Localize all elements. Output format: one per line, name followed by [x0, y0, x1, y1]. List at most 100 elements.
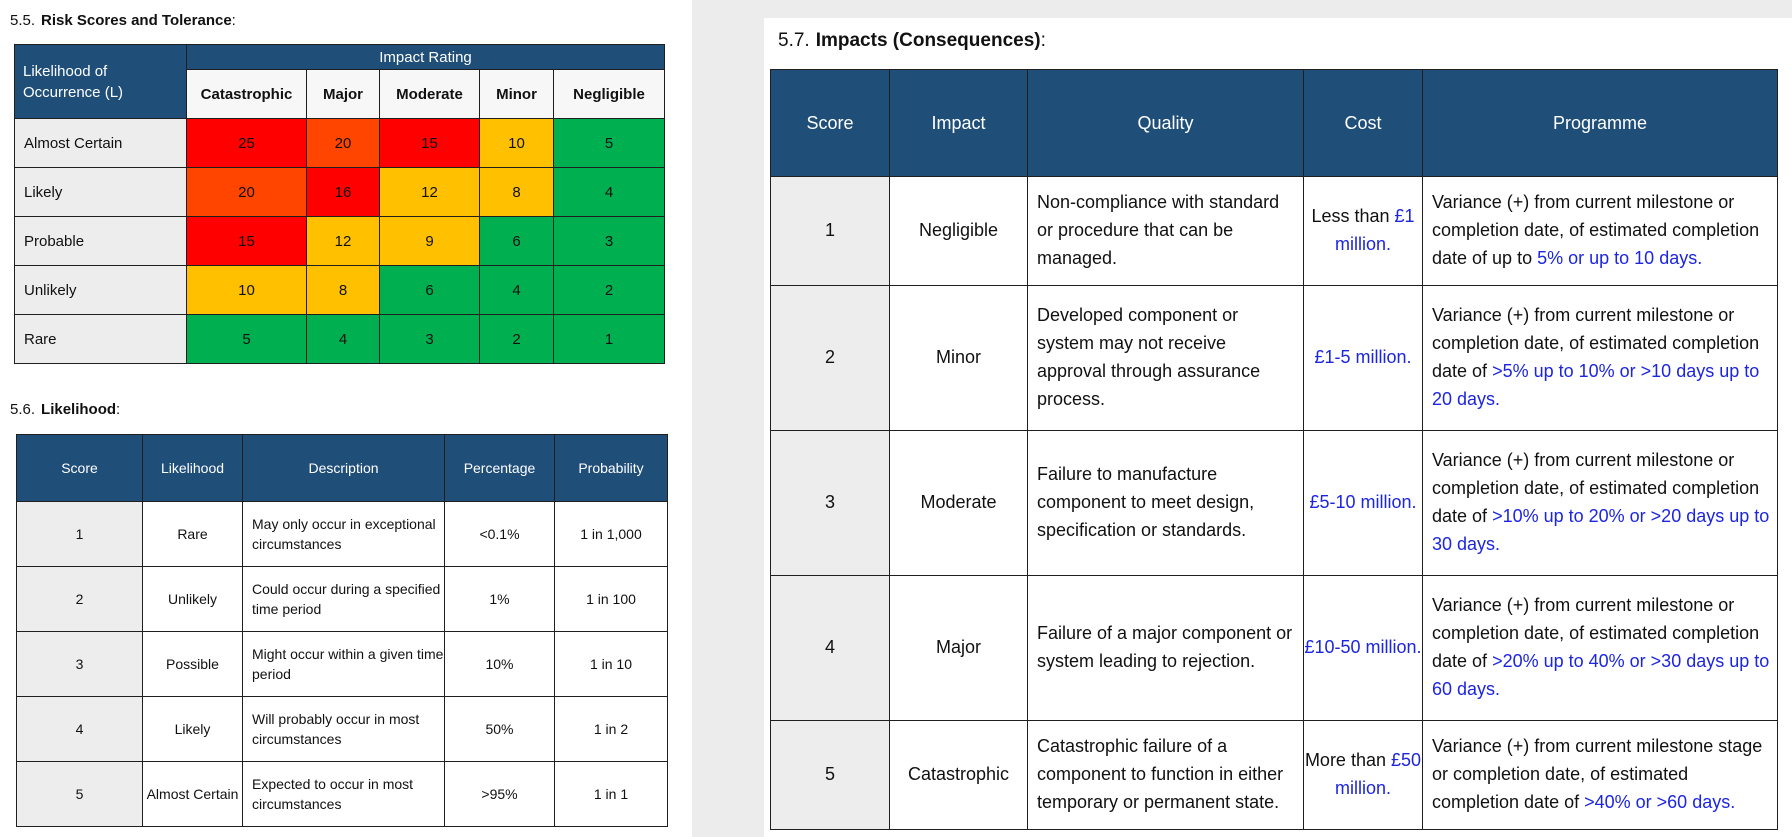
table-row: 3 Possible Might occur within a given time…	[16, 631, 668, 697]
cost-value: £50 million.	[1334, 750, 1422, 798]
programme-highlight: >20% up to 40% or >30 days up to 60 days…	[1432, 650, 1770, 699]
column-header-description: Description	[242, 434, 445, 502]
likelihood-corner-header: Likelihood of Occurrence (L)	[14, 44, 187, 119]
section-colon: :	[116, 401, 121, 418]
percentage-cell: <0.1%	[444, 501, 555, 567]
probability-cell: 1 in 100	[554, 566, 668, 632]
column-header-probability: Probability	[554, 434, 668, 502]
likelihood-cell: Possible	[142, 631, 243, 697]
probability-cell: 1 in 1	[554, 761, 668, 827]
likelihood-row-label: Rare	[14, 314, 187, 364]
section-title: Impacts (Consequences)	[815, 30, 1041, 51]
risk-row: Probable 15 12 9 6 3	[14, 216, 666, 266]
section-title: Likelihood	[41, 401, 117, 418]
risk-header-row: Likelihood of Occurrence (L) Impact Rati…	[14, 44, 666, 119]
impacts-table-body: 1 Negligible Non-compliance with standard …	[770, 175, 1778, 831]
table-row: 4 Likely Will probably occur in most circu…	[16, 696, 668, 762]
quality-cell: Failure to manufacture component to meet…	[1027, 430, 1304, 576]
risk-score-cell: 8	[479, 167, 554, 217]
description-cell: Expected to occur in most circumstances	[242, 761, 445, 827]
percentage-cell: 10%	[444, 631, 555, 697]
risk-score-cell: 20	[186, 167, 307, 217]
cost-value: £1 million.	[1334, 206, 1415, 255]
risk-score-cell: 10	[479, 118, 554, 168]
cost-prefix: Less than	[1311, 206, 1390, 227]
likelihood-header-row: Score Likelihood Description Percentage …	[16, 434, 668, 502]
quality-cell: Failure of a major component or system l…	[1027, 574, 1304, 721]
description-cell: May only occur in exceptional circumstan…	[242, 501, 445, 567]
table-row: 3 Moderate Failure to manufacture componen…	[770, 430, 1778, 576]
column-header-score: Score	[770, 69, 890, 177]
cost-cell: Less than £1 million.	[1303, 175, 1423, 287]
programme-highlight: >40% or >60 days.	[1584, 791, 1736, 812]
cost-prefix: More than	[1304, 750, 1386, 771]
description-cell: Might occur within a given time period	[242, 631, 445, 697]
risk-score-cell: 20	[306, 118, 380, 168]
cost-cell: £10-50 million.	[1303, 574, 1423, 721]
likelihood-cell: Unlikely	[142, 566, 243, 632]
risk-score-cell: 4	[479, 265, 554, 315]
programme-highlight: >5% up to 10% or >10 days up to 20 days.	[1432, 361, 1760, 409]
probability-cell: 1 in 10	[554, 631, 668, 697]
programme-text: Variance (+) from current milestone stag…	[1432, 736, 1763, 812]
score-cell: 5	[16, 761, 143, 827]
impacts-header-row: Score Impact Quality Cost Programme	[770, 69, 1778, 177]
score-cell: 3	[16, 631, 143, 697]
programme-highlight: 5% or up to 10 days.	[1537, 247, 1703, 268]
likelihood-cell: Rare	[142, 501, 243, 567]
risk-score-cell: 12	[306, 216, 380, 266]
risk-score-cell: 1	[552, 314, 666, 364]
likelihood-row-label: Unlikely	[14, 265, 187, 315]
left-document-panel: 5.5. Risk Scores and Tolerance: Likelihoo…	[0, 0, 692, 837]
risk-row: Rare 5 4 3 2 1	[14, 314, 666, 364]
likelihood-table-body: 1 Rare May only occur in exceptional circu…	[16, 501, 668, 827]
programme-text: Variance (+) from current milestone or c…	[1432, 595, 1760, 671]
programme-highlight: >10% up to 20% or >20 days up to 30 days…	[1432, 505, 1770, 554]
risk-score-cell: 25	[186, 118, 307, 168]
column-header-percentage: Percentage	[444, 434, 555, 502]
description-cell: Will probably occur in most circumstance…	[242, 696, 445, 762]
risk-score-cell: 4	[306, 314, 380, 364]
likelihood-cell: Almost Certain	[142, 761, 243, 827]
table-row: 4 Major Failure of a major component or sy…	[770, 574, 1778, 721]
impact-cell: Catastrophic	[889, 719, 1028, 831]
programme-cell: Variance (+) from current milestone or c…	[1422, 430, 1778, 576]
column-header-likelihood: Likelihood	[142, 434, 243, 502]
cost-cell: £5-10 million.	[1303, 430, 1423, 576]
section-heading-likelihood: 5.6. Likelihood:	[10, 401, 120, 418]
risk-matrix-table: Likelihood of Occurrence (L) Impact Rati…	[14, 44, 666, 364]
risk-score-cell: 5	[186, 314, 307, 364]
table-row: 2 Minor Developed component or system may …	[770, 285, 1778, 431]
section-heading-impacts: 5.7. Impacts (Consequences):	[778, 30, 1046, 52]
risk-score-cell: 6	[379, 265, 480, 315]
probability-cell: 1 in 2	[554, 696, 668, 762]
programme-cell: Variance (+) from current milestone or c…	[1422, 175, 1778, 287]
programme-cell: Variance (+) from current milestone or c…	[1422, 574, 1778, 721]
score-cell: 2	[16, 566, 143, 632]
risk-score-cell: 8	[306, 265, 380, 315]
cost-value: £10-50 million.	[1304, 636, 1422, 657]
table-row: 5 Catastrophic Catastrophic failure of a c…	[770, 719, 1778, 831]
cost-value: £5-10 million.	[1309, 492, 1417, 513]
risk-row: Unlikely 10 8 6 4 2	[14, 265, 666, 315]
risk-score-cell: 9	[379, 216, 480, 266]
score-cell: 4	[16, 696, 143, 762]
programme-cell: Variance (+) from current milestone or c…	[1422, 285, 1778, 431]
risk-score-cell: 15	[379, 118, 480, 168]
column-header-score: Score	[16, 434, 143, 502]
impact-columns-row: Catastrophic Major Moderate Minor Neglig…	[15, 69, 666, 119]
programme-text: Variance (+) from current milestone or c…	[1432, 305, 1760, 382]
likelihood-row-label: Probable	[14, 216, 187, 266]
quality-cell: Catastrophic failure of a component to f…	[1027, 719, 1304, 831]
risk-score-cell: 5	[552, 118, 666, 168]
risk-score-cell: 16	[306, 167, 380, 217]
quality-cell: Non-compliance with standard or procedur…	[1027, 175, 1304, 287]
score-cell: 1	[16, 501, 143, 567]
section-number: 5.6.	[10, 401, 36, 418]
impact-cell: Negligible	[889, 175, 1028, 287]
programme-text: Variance (+) from current milestone or c…	[1432, 450, 1760, 526]
impact-cell: Major	[889, 574, 1028, 721]
risk-score-cell: 3	[379, 314, 480, 364]
section-heading-risk-scores: 5.5. Risk Scores and Tolerance:	[10, 12, 236, 29]
likelihood-row-label: Likely	[14, 167, 187, 217]
